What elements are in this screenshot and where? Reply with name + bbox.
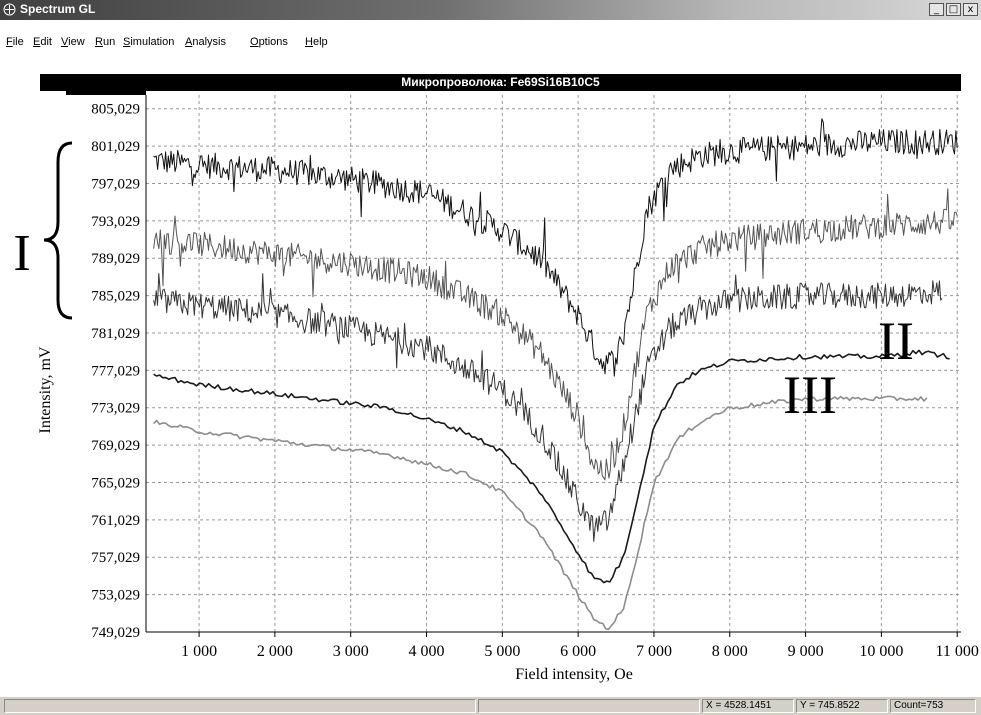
menu-options[interactable]: Options xyxy=(250,36,288,48)
y-tick-label: 761,029 xyxy=(91,513,140,529)
x-tick-label: 4 000 xyxy=(409,643,445,660)
app-icon xyxy=(3,3,16,16)
status-y-coord: Y = 745.8522 xyxy=(796,699,888,713)
status-x-coord: X = 4528.1451 xyxy=(702,699,794,713)
x-tick-label: 6 000 xyxy=(560,643,596,660)
y-axis-label: Intensity, mV xyxy=(37,346,54,433)
y-tick-label: 801,029 xyxy=(91,139,140,155)
status-count: Count=753 xyxy=(890,699,976,713)
menu-file[interactable]: File xyxy=(6,36,24,48)
y-tick-label: 781,029 xyxy=(91,326,140,342)
y-tick-label: 805,029 xyxy=(91,102,140,118)
menu-analysis[interactable]: Analysis xyxy=(185,36,226,48)
x-tick-label: 8 000 xyxy=(712,643,748,660)
y-tick-label: 773,029 xyxy=(91,401,140,417)
y-tick-label: 789,029 xyxy=(91,251,140,267)
y-tick-label: 793,029 xyxy=(91,214,140,230)
close-button[interactable]: x xyxy=(963,3,978,16)
y-tick-label: 785,029 xyxy=(91,289,140,305)
header-underline xyxy=(66,90,146,95)
plot-title: Микропроволока: Fe69Si16B10C5 xyxy=(401,75,600,89)
x-tick-label: 10 000 xyxy=(859,643,903,660)
x-tick-label: 2 000 xyxy=(257,643,293,660)
x-axis-label: Field intensity, Oe xyxy=(515,666,633,683)
menu-help[interactable]: Help xyxy=(305,36,328,48)
menu-bar: File Edit View Run Simulation Analysis O… xyxy=(0,36,981,52)
x-tick-label: 5 000 xyxy=(484,643,520,660)
x-tick-label: 9 000 xyxy=(788,643,824,660)
y-tick-label: 749,029 xyxy=(91,625,140,641)
maximize-button[interactable]: □ xyxy=(946,3,961,16)
curly-brace xyxy=(43,141,73,320)
x-tick-label: 3 000 xyxy=(333,643,369,660)
plot-header: Микропроволока: Fe69Si16B10C5 xyxy=(40,74,961,91)
series-group xyxy=(153,118,958,631)
x-tick-label: 7 000 xyxy=(636,643,672,660)
menu-run[interactable]: Run xyxy=(95,36,116,48)
x-tick-label: 11 000 xyxy=(936,643,979,660)
series-2-line xyxy=(153,188,958,481)
menu-simulation[interactable]: Simulation xyxy=(123,36,175,48)
y-tick-label: 753,029 xyxy=(91,588,140,604)
menu-edit[interactable]: Edit xyxy=(33,36,52,48)
annotation-curve-III: III xyxy=(783,365,837,425)
window-title: Spectrum GL xyxy=(20,2,96,16)
series-4-line xyxy=(153,349,950,584)
status-bar: X = 4528.1451 Y = 745.8522 Count=753 xyxy=(0,697,981,715)
series-1-line xyxy=(153,118,958,377)
menu-view[interactable]: View xyxy=(61,36,85,48)
title-bar: Spectrum GL _ □ x xyxy=(0,0,981,20)
spectrum-chart[interactable]: 749,029 753,029 757,029 761,029 765,029 769,0… xyxy=(0,0,981,697)
annotation-curve-II: II xyxy=(878,311,914,371)
y-tick-label: 797,029 xyxy=(91,176,140,192)
y-tick-label: 757,029 xyxy=(91,550,140,566)
y-tick-label: 777,029 xyxy=(91,363,140,379)
series-3-line xyxy=(153,273,943,542)
plot-area xyxy=(146,95,961,632)
y-tick-labels: 749,029 753,029 757,029 761,029 765,029 769,0… xyxy=(91,102,140,641)
x-tick-label: 1 000 xyxy=(181,643,217,660)
status-panel-main xyxy=(4,699,476,713)
x-tick-labels: 1 000 2 000 3 000 4 000 5 000 6 000 7 000 8 000… xyxy=(181,643,979,660)
status-panel-blank xyxy=(478,699,700,713)
annotation-group-I: I xyxy=(13,225,30,282)
minimize-button[interactable]: _ xyxy=(929,3,944,16)
y-tick-label: 765,029 xyxy=(91,475,140,491)
series-5-line xyxy=(153,395,928,631)
y-tick-label: 769,029 xyxy=(91,438,140,454)
